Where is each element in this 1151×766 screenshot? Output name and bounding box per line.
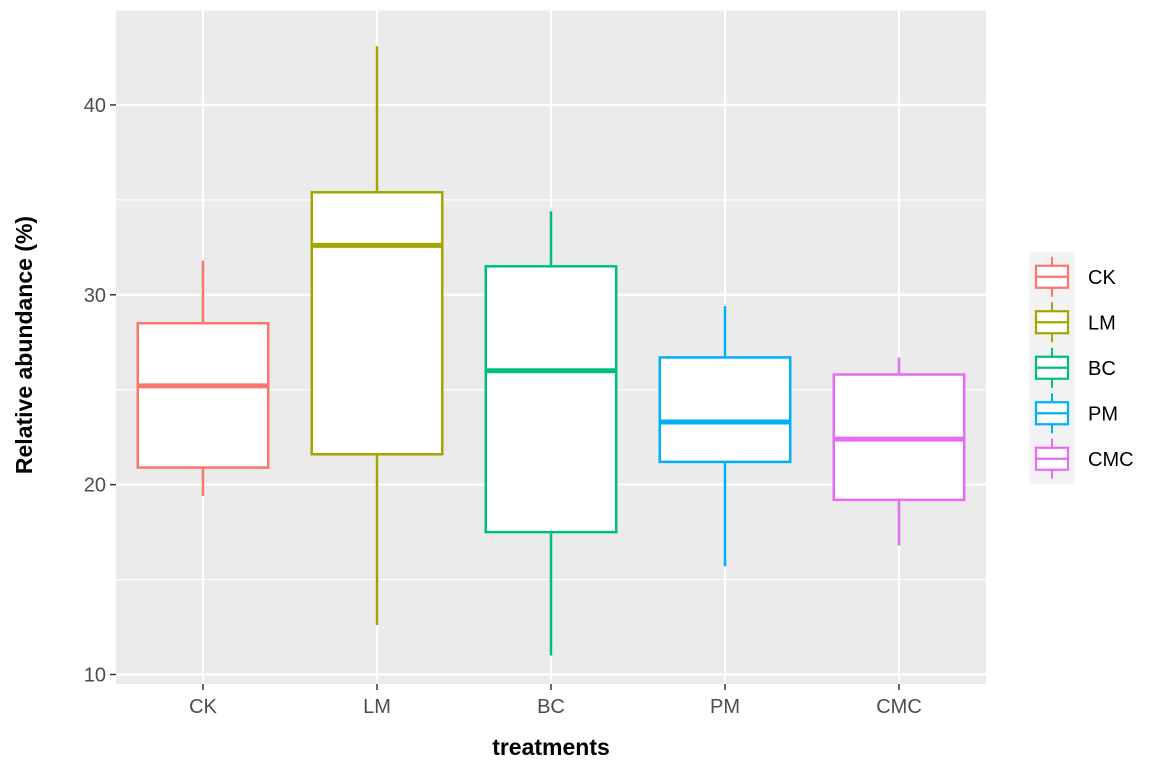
box-bc — [484, 211, 618, 656]
y-axis: 10 20 30 40 — [84, 95, 116, 687]
box-pm — [658, 306, 792, 567]
x-tick-label: LM — [363, 696, 391, 718]
y-tick-label: 30 — [84, 285, 106, 307]
legend-label: LM — [1088, 312, 1116, 334]
y-tick-label: 10 — [84, 665, 106, 687]
legend-key-lm: LM — [1034, 302, 1116, 343]
legend-key-bc: BC — [1034, 347, 1116, 388]
y-tick-label: 40 — [84, 95, 106, 117]
legend-label: CMC — [1088, 449, 1134, 471]
legend: CK LM BC PM CMC — [1029, 252, 1134, 484]
x-tick-label: CMC — [876, 696, 922, 718]
box-cmc — [832, 357, 966, 546]
box-series — [136, 46, 966, 656]
legend-key-ck: CK — [1034, 256, 1116, 297]
x-tick-label: CK — [189, 696, 217, 718]
y-tick-label: 20 — [84, 475, 106, 497]
box-iqr — [484, 265, 618, 534]
x-tick-label: BC — [537, 696, 565, 718]
legend-label: CK — [1088, 267, 1116, 289]
box-iqr — [658, 356, 792, 464]
x-axis-title: treatments — [492, 734, 610, 760]
box-iqr — [310, 191, 444, 456]
legend-label: PM — [1088, 403, 1118, 425]
legend-label: BC — [1088, 358, 1116, 380]
x-axis: CK LM BC PM CMC — [189, 684, 922, 718]
box-iqr — [136, 322, 270, 469]
y-axis-title: Relative abundance (%) — [11, 216, 37, 474]
legend-key-pm: PM — [1034, 393, 1118, 434]
x-tick-label: PM — [710, 696, 740, 718]
box-lm — [310, 46, 444, 626]
legend-key-cmc: CMC — [1034, 438, 1134, 479]
box-ck — [136, 260, 270, 497]
